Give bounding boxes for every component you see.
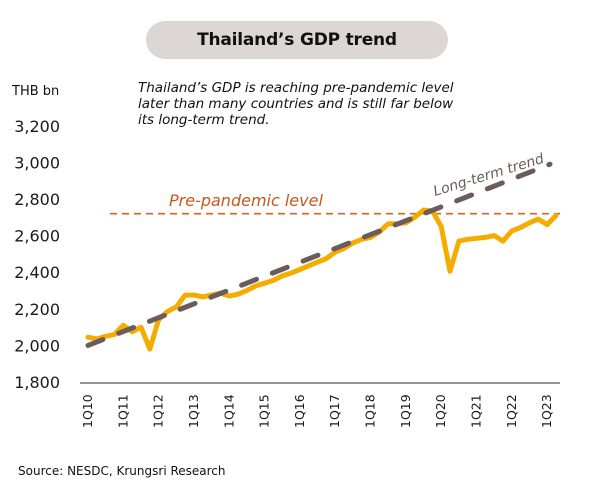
x-tick-label: 1Q22 — [504, 394, 519, 428]
x-tick-label: 1Q14 — [221, 394, 236, 428]
x-tick-label: 1Q20 — [433, 394, 448, 428]
y-tick-label: 1,800 — [14, 373, 60, 392]
y-tick-label: 2,400 — [14, 263, 60, 282]
pre-pandemic-annotation: Pre-pandemic level — [169, 191, 323, 210]
x-axis-ticks: 1Q10 1Q11 1Q12 1Q13 1Q14 1Q15 1Q16 1Q17 1Q18 1Q19… — [80, 394, 554, 428]
x-tick-label: 1Q16 — [292, 394, 307, 428]
y-tick-label: 3,200 — [14, 117, 60, 136]
x-tick-label: 1Q11 — [115, 394, 130, 428]
y-tick-label: 2,200 — [14, 300, 60, 319]
subtitle-line: its long-term trend. — [138, 112, 270, 128]
y-tick-label: 3,000 — [14, 153, 60, 172]
x-tick-label: 1Q10 — [80, 394, 95, 428]
subtitle-line: Thailand’s GDP is reaching pre-pandemic … — [138, 80, 454, 96]
gdp-series-line — [85, 207, 559, 352]
y-axis-ticks: 1,800 2,000 2,200 2,400 2,600 2,800 3,000 3,200 — [14, 117, 60, 392]
x-tick-label: 1Q21 — [469, 394, 484, 428]
long-term-trend-annotation: Long-term trend — [431, 151, 546, 200]
subtitle-line: later than many countries and is still f… — [138, 96, 454, 112]
x-tick-label: 1Q19 — [398, 394, 413, 428]
y-tick-label: 2,000 — [14, 336, 60, 355]
x-tick-label: 1Q12 — [151, 394, 166, 428]
title-pill: Thailand’s GDP trend — [146, 21, 448, 59]
x-tick-label: 1Q17 — [327, 394, 342, 428]
long-term-trend-line — [85, 161, 553, 348]
x-tick-label: 1Q13 — [186, 394, 201, 428]
y-tick-label: 2,800 — [14, 190, 60, 209]
y-tick-label: 2,600 — [14, 227, 60, 246]
source-note: Source: NESDC, Krungsri Research — [18, 464, 226, 478]
x-tick-label: 1Q23 — [539, 394, 554, 428]
chart-title: Thailand’s GDP trend — [197, 30, 397, 50]
chart-subtitle: Thailand’s GDP is reaching pre-pandemic … — [138, 80, 558, 128]
y-axis-unit-label: THB bn — [12, 84, 60, 99]
x-tick-label: 1Q18 — [363, 394, 378, 428]
x-tick-label: 1Q15 — [257, 394, 272, 428]
